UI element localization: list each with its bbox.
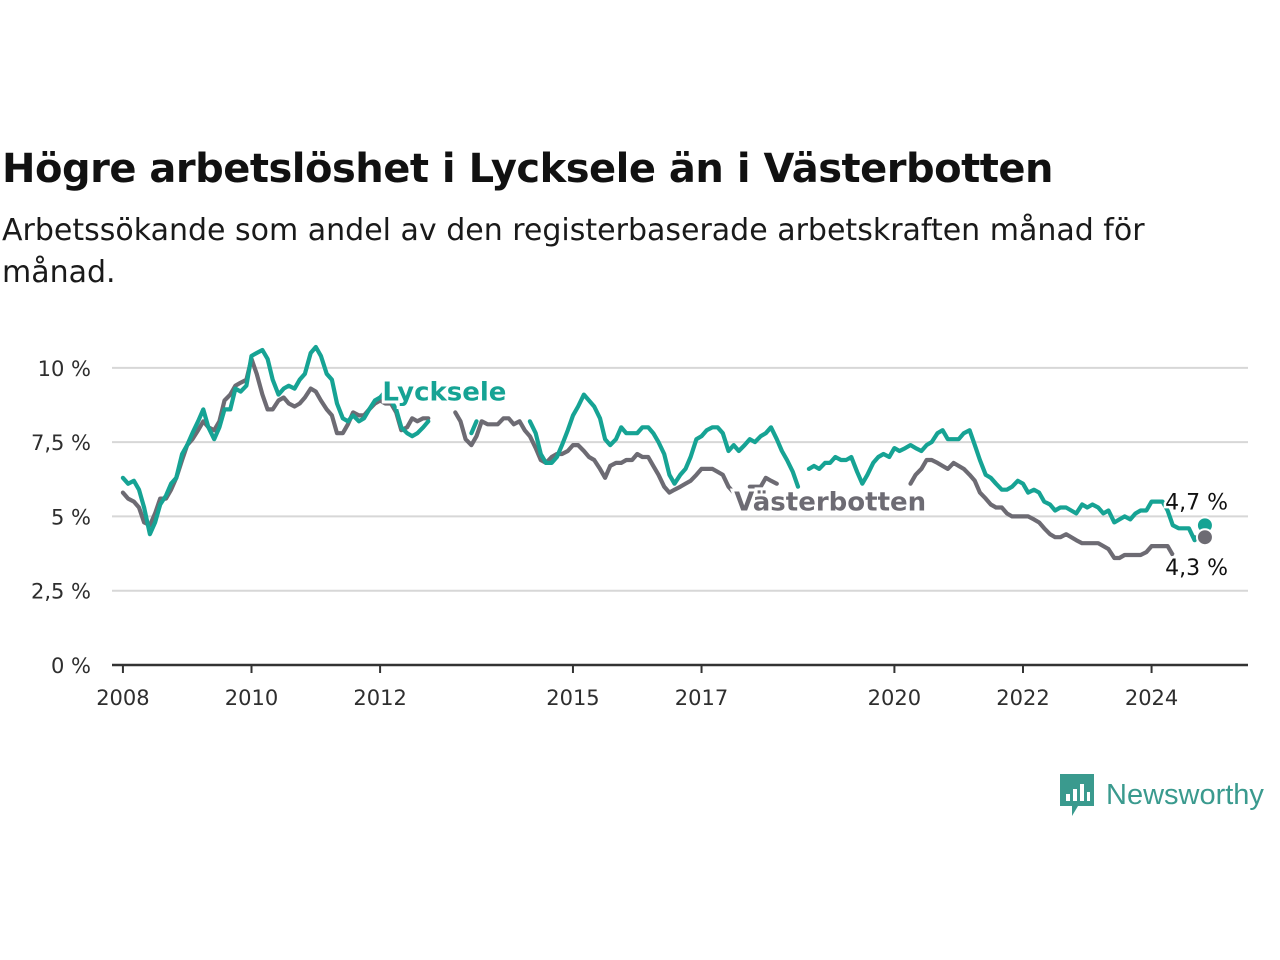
chart-subtitle: Arbetssökande som andel av den registerb…: [2, 213, 1145, 290]
end-marker-vasterbotten: [1195, 528, 1214, 547]
x-tick-label: 2015: [546, 686, 599, 710]
series-line-vasterbotten: [120, 356, 1207, 561]
x-tick-label: 2020: [868, 686, 921, 710]
newsworthy-logo: Newsworthy: [1058, 772, 1264, 818]
chart-title: Högre arbetslöshet i Lycksele än i Väste…: [2, 146, 1053, 192]
series-label-lycksele: Lycksele: [382, 378, 506, 408]
newsworthy-bar-chart-icon: [1060, 774, 1094, 816]
grid-lines: [112, 366, 1248, 592]
y-tick-label: 2,5 %: [31, 580, 91, 604]
x-tick-label: 2022: [996, 686, 1049, 710]
x-tick-label: 2010: [225, 686, 278, 710]
y-tick-label: 7,5 %: [31, 431, 91, 455]
end-value-label-lycksele: 4,7 %: [1165, 490, 1228, 515]
series-labels: Lycksele Västerbotten: [379, 375, 929, 521]
series-label-vasterbotten: Västerbotten: [734, 488, 926, 518]
y-tick-label: 5 %: [51, 505, 91, 529]
x-tick-label: 2008: [96, 686, 149, 710]
x-tick-label: 2012: [353, 686, 406, 710]
x-tick-label: 2024: [1125, 686, 1178, 710]
y-tick-label: 0 %: [51, 654, 91, 678]
series-line-lycksele: [120, 344, 1207, 543]
y-tick-label: 10 %: [38, 357, 91, 381]
brand-name: Newsworthy: [1106, 778, 1264, 811]
end-markers: 4,7 % 4,3 %: [1163, 488, 1231, 584]
series-lines: [120, 344, 1207, 561]
end-value-label-vasterbotten: 4,3 %: [1165, 556, 1228, 581]
x-tick-label: 2017: [675, 686, 728, 710]
x-axis: 2008 2010 2012 2015 2017 2020 2022 2024: [96, 663, 1248, 710]
y-axis-tick-labels: 0 % 2,5 % 5 % 7,5 % 10 %: [31, 357, 91, 678]
